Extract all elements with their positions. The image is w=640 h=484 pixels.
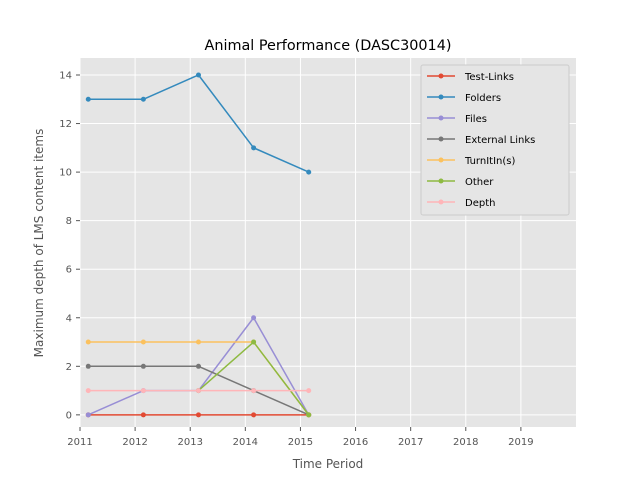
data-point-other [306,412,312,418]
legend-item-test-links: Test-Links [427,72,514,83]
legend-marker-turnitin-s [438,157,444,163]
x-tick-label: 2013 [177,437,202,448]
y-tick-label: 14 [59,70,72,81]
legend-item-turnitin-s: TurnItIn(s) [427,156,515,167]
y-tick-label: 2 [66,362,72,373]
x-tick-label: 2017 [398,437,423,448]
data-point-depth [140,388,146,394]
data-point-folders [85,96,91,102]
data-point-folders [195,72,201,78]
y-tick-label: 4 [66,313,72,324]
y-axis-label: Maximum depth of LMS content items [32,129,46,358]
series-lines [85,72,312,418]
legend-label-turnitin-s: TurnItIn(s) [464,156,515,167]
legend-label-other: Other [465,177,494,188]
data-point-files [251,315,257,321]
legend-label-external-links: External Links [465,135,535,146]
data-point-external-links [195,363,201,369]
y-tick-label: 10 [59,168,72,179]
x-tick-label: 2014 [233,437,258,448]
x-tick-label: 2018 [453,437,478,448]
legend-label-depth: Depth [465,198,495,209]
legend-marker-depth [438,199,444,205]
x-tick-label: 2011 [67,437,92,448]
legend-label-test-links: Test-Links [464,72,514,83]
data-point-turnitin-s [140,339,146,345]
data-point-test-links [251,412,257,418]
x-tick-label: 2012 [122,437,147,448]
data-point-external-links [140,363,146,369]
legend-box [420,64,570,216]
legend-marker-test-links [438,73,444,79]
legend-marker-external-links [438,136,444,142]
data-point-depth [85,388,91,394]
x-tick-label: 2019 [508,437,533,448]
chart-title: Animal Performance (DASC30014) [204,38,451,54]
x-tick-label: 2016 [343,437,368,448]
x-axis-label: Time Period [292,457,364,471]
data-point-depth [251,388,257,394]
data-point-depth [306,388,312,394]
legend-marker-folders [438,94,444,100]
legend: Test-Links Folders Files External Links Turn… [420,64,570,216]
data-point-test-links [140,412,146,418]
legend-marker-files [438,115,444,121]
data-point-folders [140,96,146,102]
legend-item-external-links: External Links [427,135,535,146]
legend-marker-other [438,178,444,184]
series-depth [85,388,312,394]
axis-ticks: 2011 2012 2013 2014 2015 2016 2017 2018 2019 0 2 4 6… [59,70,533,448]
legend-item-depth: Depth [427,198,495,209]
data-point-depth [195,388,201,394]
data-point-files [85,412,91,418]
series-folders [85,72,312,175]
y-tick-label: 0 [66,410,72,421]
legend-item-other: Other [427,177,494,188]
x-tick-label: 2015 [288,437,313,448]
data-point-turnitin-s [85,339,91,345]
y-tick-label: 6 [66,265,72,276]
data-point-folders [306,169,312,175]
data-point-other [251,339,257,345]
y-tick-label: 8 [66,216,72,227]
data-point-folders [251,145,257,151]
legend-label-files: Files [465,114,487,125]
y-tick-label: 12 [59,119,72,130]
data-point-test-links [195,412,201,418]
legend-item-files: Files [427,114,487,125]
data-point-external-links [85,363,91,369]
legend-item-folders: Folders [427,93,501,104]
data-point-turnitin-s [195,339,201,345]
legend-label-folders: Folders [465,93,501,104]
